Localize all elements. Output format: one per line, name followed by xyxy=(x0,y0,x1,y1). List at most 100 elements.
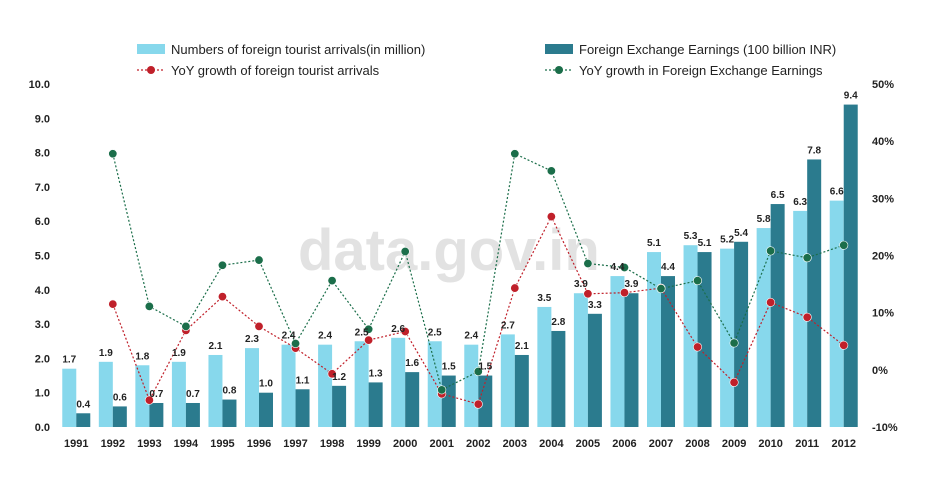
y2-tick-label: 0% xyxy=(872,365,888,377)
bar-arrivals[interactable] xyxy=(62,368,77,427)
bar-earnings[interactable] xyxy=(551,330,566,427)
point-arrivals-growth[interactable] xyxy=(546,212,556,222)
point-earnings-growth[interactable] xyxy=(729,338,739,348)
point-arrivals-growth[interactable] xyxy=(619,288,629,298)
bar-earnings[interactable] xyxy=(368,382,383,427)
point-arrivals-growth[interactable] xyxy=(364,335,374,345)
point-arrivals-growth[interactable] xyxy=(217,292,227,302)
bar-arrivals[interactable] xyxy=(720,248,735,427)
bar-arrivals[interactable] xyxy=(647,252,661,427)
data-label-earnings: 3.9 xyxy=(625,279,639,290)
bar-earnings[interactable] xyxy=(295,389,310,427)
x-tick-label: 2009 xyxy=(722,438,746,450)
point-earnings-growth[interactable] xyxy=(108,149,118,159)
bar-arrivals[interactable] xyxy=(318,344,333,427)
point-arrivals-growth[interactable] xyxy=(729,377,739,387)
point-earnings-growth[interactable] xyxy=(291,339,301,349)
legend-label-arrivals: Numbers of foreign tourist arrivals(in m… xyxy=(171,42,425,57)
point-earnings-growth[interactable] xyxy=(327,276,337,286)
bar-earnings[interactable] xyxy=(222,399,237,427)
point-arrivals-growth[interactable] xyxy=(327,369,337,379)
data-label-earnings: 1.5 xyxy=(478,362,492,373)
bar-earnings[interactable] xyxy=(587,313,602,427)
point-arrivals-growth[interactable] xyxy=(108,299,118,309)
data-label-earnings: 1.2 xyxy=(332,372,346,383)
point-earnings-growth[interactable] xyxy=(766,246,776,256)
bar-earnings[interactable] xyxy=(661,276,675,427)
bar-arrivals[interactable] xyxy=(281,344,296,427)
point-earnings-growth[interactable] xyxy=(473,367,483,377)
point-arrivals-growth[interactable] xyxy=(254,321,264,331)
bar-arrivals[interactable] xyxy=(427,341,442,427)
point-arrivals-growth[interactable] xyxy=(839,340,849,350)
data-label-arrivals: 5.1 xyxy=(647,238,661,249)
point-earnings-growth[interactable] xyxy=(437,385,447,395)
bar-arrivals[interactable] xyxy=(354,341,369,427)
point-arrivals-growth[interactable] xyxy=(473,399,483,409)
legend-marker-arrivals-growth xyxy=(147,66,155,74)
bar-earnings[interactable] xyxy=(734,241,749,427)
point-earnings-growth[interactable] xyxy=(364,324,374,334)
bar-arrivals[interactable] xyxy=(793,210,808,427)
bar-earnings[interactable] xyxy=(514,354,529,427)
legend-item-arrivals[interactable]: Numbers of foreign tourist arrivals(in m… xyxy=(137,42,425,57)
point-earnings-growth[interactable] xyxy=(400,246,410,256)
bar-arrivals[interactable] xyxy=(135,365,150,427)
bar-arrivals[interactable] xyxy=(171,361,186,427)
bar-arrivals[interactable] xyxy=(98,361,113,427)
bar-arrivals[interactable] xyxy=(464,344,479,427)
bar-arrivals[interactable] xyxy=(500,334,515,427)
point-earnings-growth[interactable] xyxy=(254,255,264,265)
legend-item-arrivals-growth[interactable]: YoY growth of foreign tourist arrivals xyxy=(137,63,380,78)
bar-earnings[interactable] xyxy=(770,204,785,427)
point-earnings-growth[interactable] xyxy=(510,149,520,159)
x-tick-label: 1998 xyxy=(320,438,344,450)
bar-earnings[interactable] xyxy=(843,104,858,427)
point-earnings-growth[interactable] xyxy=(546,166,556,176)
bar-earnings[interactable] xyxy=(807,159,822,427)
bar-arrivals[interactable] xyxy=(829,200,844,427)
bar-earnings[interactable] xyxy=(624,293,639,427)
bar-earnings[interactable] xyxy=(185,402,200,427)
bar-arrivals[interactable] xyxy=(391,337,406,427)
data-label-earnings: 0.7 xyxy=(149,389,163,400)
point-earnings-growth[interactable] xyxy=(839,240,849,250)
bar-earnings[interactable] xyxy=(478,375,493,427)
bar-arrivals[interactable] xyxy=(573,293,588,427)
point-arrivals-growth[interactable] xyxy=(400,327,410,337)
bar-arrivals[interactable] xyxy=(610,276,625,427)
point-arrivals-growth[interactable] xyxy=(766,297,776,307)
point-earnings-growth[interactable] xyxy=(693,276,703,286)
point-earnings-growth[interactable] xyxy=(144,301,154,311)
point-earnings-growth[interactable] xyxy=(802,253,812,263)
bar-arrivals[interactable] xyxy=(245,348,259,427)
data-label-arrivals: 4.4 xyxy=(611,262,625,273)
point-arrivals-growth[interactable] xyxy=(583,289,593,299)
point-earnings-growth[interactable] xyxy=(619,263,629,273)
point-arrivals-growth[interactable] xyxy=(802,312,812,322)
legend-item-earnings-growth[interactable]: YoY growth in Foreign Exchange Earnings xyxy=(545,63,823,78)
bar-earnings[interactable] xyxy=(697,252,712,427)
point-arrivals-growth[interactable] xyxy=(144,395,154,405)
bar-arrivals[interactable] xyxy=(208,354,223,427)
point-arrivals-growth[interactable] xyxy=(693,342,703,352)
point-arrivals-growth[interactable] xyxy=(510,283,520,293)
x-tick-label: 2000 xyxy=(393,438,417,450)
bar-labels: 1.7 0.4 1.9 0.6 1.8 0.7 1.9 0.7 2.1 0.8 2.3 1.0 2.4 1… xyxy=(62,91,858,411)
point-earnings-growth[interactable] xyxy=(217,260,227,270)
y-tick-label: 2.0 xyxy=(35,353,50,365)
bar-earnings[interactable] xyxy=(76,413,91,427)
point-earnings-growth[interactable] xyxy=(656,284,666,294)
bar-earnings[interactable] xyxy=(259,392,273,427)
point-earnings-growth[interactable] xyxy=(181,321,191,331)
bar-earnings[interactable] xyxy=(112,406,127,427)
bar-earnings[interactable] xyxy=(149,402,164,427)
data-label-arrivals: 2.4 xyxy=(282,331,296,342)
point-earnings-growth[interactable] xyxy=(583,259,593,269)
bar-arrivals[interactable] xyxy=(537,306,552,427)
bar-earnings[interactable] xyxy=(405,372,420,427)
y-tick-label: 7.0 xyxy=(35,182,50,194)
bar-earnings[interactable] xyxy=(332,385,347,427)
legend-item-earnings[interactable]: Foreign Exchange Earnings (100 billion I… xyxy=(545,42,836,57)
